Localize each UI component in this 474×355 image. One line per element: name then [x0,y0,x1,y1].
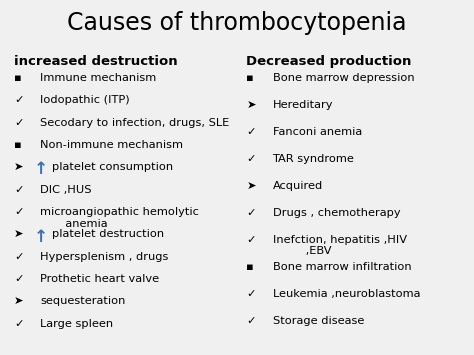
Text: Hypersplenism , drugs: Hypersplenism , drugs [40,252,169,262]
Text: DIC ,HUS: DIC ,HUS [40,185,92,195]
Text: ➤: ➤ [14,229,24,239]
Text: Acquired: Acquired [273,181,323,191]
Text: ▪: ▪ [246,262,254,272]
Text: ➤: ➤ [246,181,256,191]
Text: ✓: ✓ [14,95,24,105]
Text: ✓: ✓ [14,252,24,262]
Text: ✓: ✓ [246,235,256,245]
Text: ▪: ▪ [246,73,254,83]
Text: Hereditary: Hereditary [273,100,333,110]
Text: ✓: ✓ [14,274,24,284]
Text: ▪: ▪ [14,73,22,83]
Text: Secodary to infection, drugs, SLE: Secodary to infection, drugs, SLE [40,118,229,127]
Text: platelet destruction: platelet destruction [52,229,164,239]
Text: Causes of thrombocytopenia: Causes of thrombocytopenia [67,11,407,35]
Text: microangiopathic hemolytic
       anemia: microangiopathic hemolytic anemia [40,207,199,229]
Text: ▪: ▪ [14,140,22,150]
Text: Fanconi anemia: Fanconi anemia [273,127,362,137]
Text: Storage disease: Storage disease [273,316,364,326]
Text: ✓: ✓ [246,316,256,326]
Text: Decreased production: Decreased production [246,55,412,68]
Text: ✓: ✓ [14,319,24,329]
Text: ↑: ↑ [34,160,48,179]
Text: platelet consumption: platelet consumption [52,162,173,172]
Text: increased destruction: increased destruction [14,55,178,68]
Text: ✓: ✓ [246,127,256,137]
Text: Non-immune mechanism: Non-immune mechanism [40,140,183,150]
Text: ✓: ✓ [246,208,256,218]
Text: ➤: ➤ [246,100,256,110]
Text: Iodopathic (ITP): Iodopathic (ITP) [40,95,130,105]
Text: ✓: ✓ [14,118,24,127]
Text: ➤: ➤ [14,162,24,172]
Text: Large spleen: Large spleen [40,319,113,329]
Text: Leukemia ,neuroblastoma: Leukemia ,neuroblastoma [273,289,420,299]
Text: Bone marrow infiltration: Bone marrow infiltration [273,262,411,272]
Text: ➤: ➤ [14,296,24,306]
Text: TAR syndrome: TAR syndrome [273,154,355,164]
Text: Drugs , chemotherapy: Drugs , chemotherapy [273,208,400,218]
Text: ✓: ✓ [14,207,24,217]
Text: Prothetic heart valve: Prothetic heart valve [40,274,159,284]
Text: Inefction, hepatitis ,HIV
         ,EBV: Inefction, hepatitis ,HIV ,EBV [273,235,407,256]
Text: ✓: ✓ [246,154,256,164]
Text: ✓: ✓ [14,185,24,195]
Text: Immune mechanism: Immune mechanism [40,73,156,83]
Text: ↑: ↑ [34,228,48,246]
Text: sequesteration: sequesteration [40,296,126,306]
Text: Bone marrow depression: Bone marrow depression [273,73,414,83]
Text: ✓: ✓ [246,289,256,299]
